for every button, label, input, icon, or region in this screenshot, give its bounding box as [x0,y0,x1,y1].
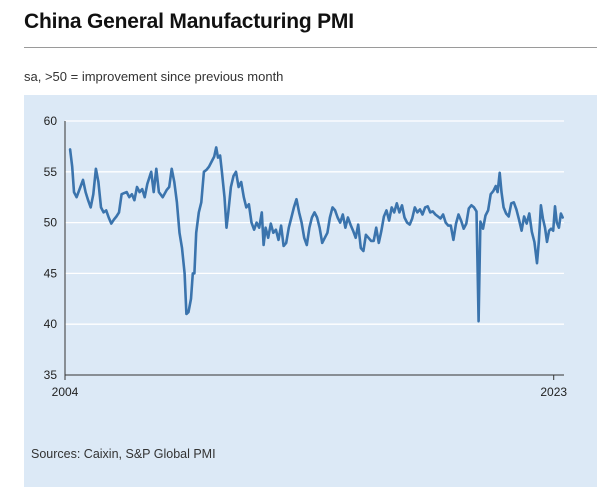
y-tick-label: 35 [44,368,58,382]
gridlines [65,120,564,325]
y-tick-label: 45 [44,266,58,280]
chart-panel: 35 40 45 50 55 60 2004 2023 Sources: Caixin, S&… [24,95,597,487]
x-tick-label: 2023 [540,385,567,399]
page-title: China General Manufacturing PMI [24,10,354,33]
y-tick-label: 50 [44,216,58,230]
source-note: Sources: Caixin, S&P Global PMI [31,447,216,461]
y-tick-label: 55 [44,165,58,179]
series-layer [68,146,564,323]
axes: 35 40 45 50 55 60 2004 2023 [44,114,568,399]
y-tick-label: 40 [44,317,58,331]
y-tick-label: 60 [44,114,58,128]
series-line-0 [68,146,564,323]
title-divider [24,47,597,48]
chart-subtitle: sa, >50 = improvement since previous mon… [24,69,284,84]
x-tick-label: 2004 [52,385,79,399]
line-chart: 35 40 45 50 55 60 2004 2023 [44,114,568,399]
